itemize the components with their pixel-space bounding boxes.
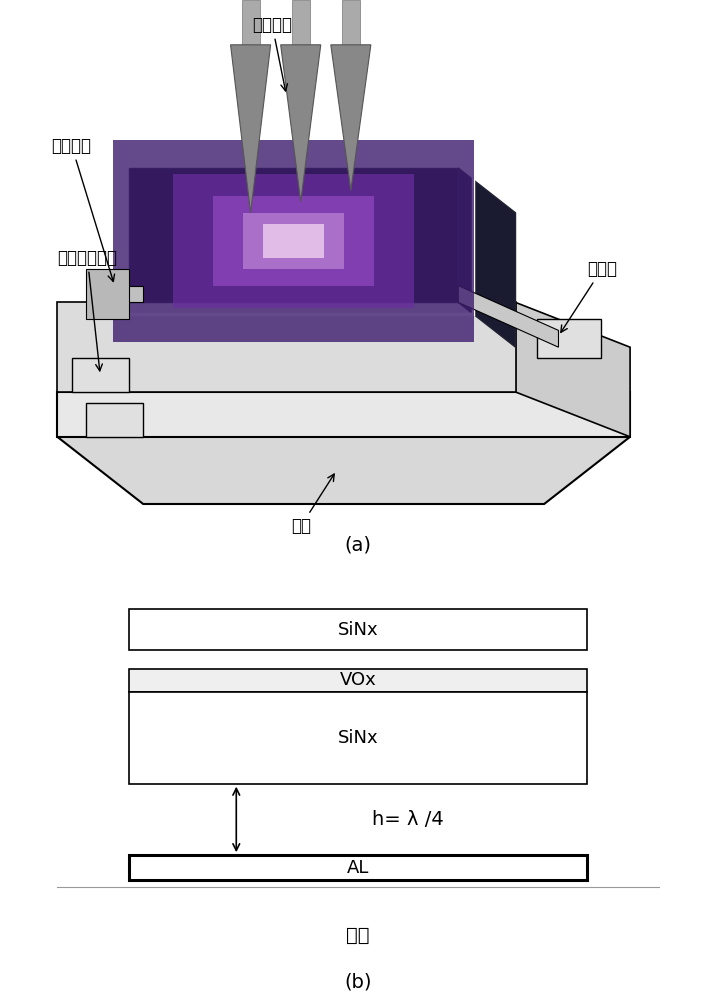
Polygon shape <box>331 45 371 190</box>
Text: SiNx: SiNx <box>338 729 378 747</box>
Polygon shape <box>243 213 344 269</box>
Polygon shape <box>231 45 271 213</box>
Text: (b): (b) <box>344 972 372 991</box>
Text: 热绝缘层: 热绝缘层 <box>252 16 292 91</box>
Polygon shape <box>129 168 458 302</box>
Polygon shape <box>281 45 321 202</box>
Polygon shape <box>263 224 324 258</box>
Text: 衬底: 衬底 <box>347 926 369 945</box>
Polygon shape <box>458 168 516 347</box>
Polygon shape <box>213 196 374 286</box>
Text: 衬底: 衬底 <box>291 474 334 535</box>
Text: 互连结构: 互连结构 <box>52 137 115 281</box>
Polygon shape <box>57 437 630 504</box>
Text: 读出电路衬垫: 读出电路衬垫 <box>57 249 117 371</box>
Polygon shape <box>86 269 129 319</box>
Text: SiNx: SiNx <box>338 621 378 639</box>
Polygon shape <box>537 319 601 358</box>
Polygon shape <box>57 392 630 437</box>
Text: h= λ /4: h= λ /4 <box>372 810 444 829</box>
Polygon shape <box>173 174 414 308</box>
Polygon shape <box>86 403 143 437</box>
Polygon shape <box>516 302 630 437</box>
Polygon shape <box>100 286 143 302</box>
Polygon shape <box>292 0 310 45</box>
Bar <box>129 609 587 650</box>
Polygon shape <box>72 358 129 392</box>
Bar <box>129 692 587 784</box>
Polygon shape <box>241 0 260 45</box>
Bar <box>129 855 587 880</box>
Text: AL: AL <box>347 859 369 877</box>
Polygon shape <box>458 286 558 347</box>
Bar <box>129 669 587 692</box>
Polygon shape <box>113 140 474 342</box>
Polygon shape <box>342 0 359 45</box>
Text: VOx: VOx <box>339 671 377 689</box>
Text: 反射层: 反射层 <box>561 260 617 332</box>
Polygon shape <box>57 302 516 392</box>
Text: (a): (a) <box>344 535 372 554</box>
